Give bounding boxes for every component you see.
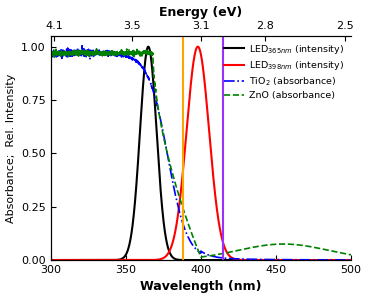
LED$_{398nm}$ (intensity) xyxy=(349,258,353,262)
LED$_{398nm}$ (intensity) xyxy=(195,46,199,50)
LED$_{398nm}$ (intensity) xyxy=(285,258,290,262)
ZnO (absorbance) xyxy=(94,47,99,51)
ZnO (absorbance) xyxy=(48,52,53,56)
LED$_{365nm}$ (intensity) xyxy=(349,258,353,262)
TiO$_2$ (absorbance) xyxy=(340,258,345,262)
TiO$_2$ (absorbance) xyxy=(285,258,290,262)
ZnO (absorbance) xyxy=(199,255,203,259)
ZnO (absorbance) xyxy=(187,224,191,228)
Y-axis label: Absorbance;  Rel. Intensity: Absorbance; Rel. Intensity xyxy=(6,73,15,223)
LED$_{398nm}$ (intensity) xyxy=(48,258,53,262)
ZnO (absorbance) xyxy=(349,253,353,257)
LED$_{365nm}$ (intensity) xyxy=(340,258,345,262)
Line: ZnO (absorbance): ZnO (absorbance) xyxy=(51,49,351,257)
TiO$_2$ (absorbance) xyxy=(340,258,345,262)
Line: LED$_{365nm}$ (intensity): LED$_{365nm}$ (intensity) xyxy=(51,47,351,260)
LED$_{398nm}$ (intensity) xyxy=(186,104,191,108)
ZnO (absorbance) xyxy=(285,242,290,246)
LED$_{365nm}$ (intensity) xyxy=(195,258,199,262)
TiO$_2$ (absorbance) xyxy=(80,44,84,48)
X-axis label: Energy (eV): Energy (eV) xyxy=(159,6,243,19)
Line: TiO$_2$ (absorbance): TiO$_2$ (absorbance) xyxy=(51,46,351,260)
LED$_{365nm}$ (intensity) xyxy=(64,258,68,262)
TiO$_2$ (absorbance) xyxy=(64,52,68,56)
LED$_{365nm}$ (intensity) xyxy=(146,45,150,48)
LED$_{365nm}$ (intensity) xyxy=(340,258,345,262)
TiO$_2$ (absorbance) xyxy=(187,237,191,240)
LED$_{398nm}$ (intensity) xyxy=(340,258,345,262)
Legend: LED$_{365nm}$ (intensity), LED$_{398nm}$ (intensity), TiO$_2$ (absorbance), ZnO : LED$_{365nm}$ (intensity), LED$_{398nm}$… xyxy=(220,39,348,104)
X-axis label: Wavelength (nm): Wavelength (nm) xyxy=(140,280,262,293)
LED$_{398nm}$ (intensity) xyxy=(340,258,345,262)
LED$_{365nm}$ (intensity) xyxy=(285,258,290,262)
TiO$_2$ (absorbance) xyxy=(48,50,53,54)
TiO$_2$ (absorbance) xyxy=(195,248,199,252)
Line: LED$_{398nm}$ (intensity): LED$_{398nm}$ (intensity) xyxy=(51,47,351,260)
ZnO (absorbance) xyxy=(340,251,345,255)
ZnO (absorbance) xyxy=(195,245,199,249)
TiO$_2$ (absorbance) xyxy=(349,258,353,262)
LED$_{398nm}$ (intensity) xyxy=(64,258,68,262)
ZnO (absorbance) xyxy=(340,251,345,255)
LED$_{365nm}$ (intensity) xyxy=(187,258,191,262)
ZnO (absorbance) xyxy=(64,52,68,56)
LED$_{398nm}$ (intensity) xyxy=(196,45,200,48)
LED$_{365nm}$ (intensity) xyxy=(48,258,53,262)
